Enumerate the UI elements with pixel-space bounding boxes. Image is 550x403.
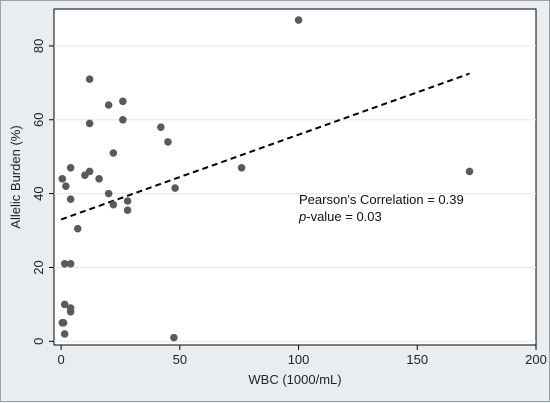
- y-tick-label-80: 80: [31, 39, 46, 53]
- data-point-28: [59, 319, 68, 327]
- plot-area: [53, 8, 537, 346]
- annotation-p-symbol: p: [298, 209, 306, 224]
- data-point-20: [123, 206, 132, 215]
- y-tick-label-60: 60: [31, 113, 46, 127]
- data-point-31: [237, 163, 246, 172]
- annotation-correlation: Pearson's Correlation = 0.39: [299, 192, 464, 207]
- annotation-p-rest: -value = 0.03: [306, 209, 382, 224]
- data-point-0: [294, 16, 303, 24]
- data-point-23: [66, 259, 75, 268]
- data-point-19: [109, 200, 118, 209]
- data-point-18: [123, 197, 132, 205]
- data-point-6: [157, 123, 165, 131]
- data-points: [58, 16, 474, 342]
- data-point-21: [73, 224, 82, 233]
- data-point-17: [66, 195, 75, 203]
- data-point-30: [170, 333, 178, 342]
- gridlines: [54, 45, 536, 342]
- x-tick-label-100: 100: [288, 352, 310, 367]
- y-axis-title: Allelic Burden (%): [8, 125, 23, 228]
- data-point-14: [62, 182, 70, 191]
- fit-line-group: [60, 72, 470, 221]
- fit-line: [60, 72, 470, 221]
- data-point-32: [465, 167, 474, 176]
- y-axis-ticks: 0 20 40 60 80: [31, 39, 54, 345]
- data-point-11: [81, 171, 89, 179]
- data-point-8: [109, 149, 118, 157]
- data-point-15: [171, 184, 179, 192]
- data-point-5: [85, 119, 94, 128]
- x-axis-title: WBC (1000/mL): [248, 372, 341, 387]
- data-point-22: [60, 259, 69, 268]
- data-point-4: [119, 115, 127, 124]
- data-point-24: [60, 300, 69, 309]
- x-tick-label-200: 200: [525, 352, 547, 367]
- data-point-9: [66, 163, 75, 172]
- x-axis-ticks: 0 50 100 150 200: [58, 345, 547, 367]
- data-point-13: [95, 175, 103, 183]
- x-tick-label-50: 50: [173, 352, 187, 367]
- y-tick-label-0: 0: [31, 338, 46, 345]
- y-tick-label-40: 40: [31, 186, 46, 200]
- data-point-26: [66, 307, 75, 316]
- x-tick-label-0: 0: [58, 352, 65, 367]
- x-tick-label-150: 150: [406, 352, 428, 367]
- y-tick-label-20: 20: [31, 260, 46, 274]
- data-point-1: [85, 75, 94, 83]
- data-point-3: [104, 101, 113, 109]
- data-point-12: [58, 175, 67, 183]
- data-point-16: [104, 189, 113, 198]
- annotation-p-value: p-value = 0.03: [298, 209, 382, 224]
- data-point-7: [164, 138, 172, 146]
- data-point-29: [60, 330, 69, 338]
- data-point-2: [119, 97, 127, 106]
